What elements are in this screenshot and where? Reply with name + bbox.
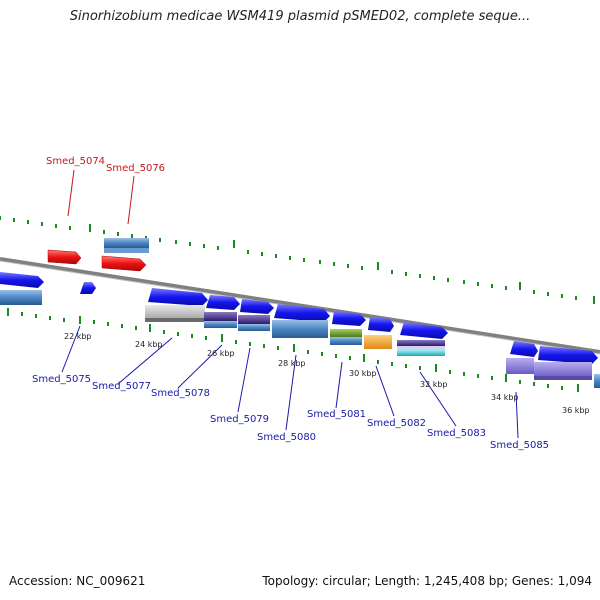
track-navy-1 — [204, 312, 237, 321]
scale-label: 24 kbp — [135, 340, 163, 349]
gene-left-steel[interactable] — [0, 290, 42, 305]
gene-smed-5075[interactable] — [80, 282, 96, 294]
lower-tick-row — [7, 308, 579, 392]
gene-label-blue[interactable]: Smed_5082 — [367, 418, 426, 429]
gene-label-blue[interactable]: Smed_5085 — [490, 440, 549, 451]
track-navy-2 — [238, 315, 270, 324]
genome-backbone — [0, 257, 600, 354]
scale-label: 32 kbp — [420, 380, 448, 389]
topology-summary: Topology: circular; Length: 1,245,408 bp… — [262, 574, 592, 588]
track-violet-1 — [506, 358, 534, 374]
gene-smed-5080[interactable] — [274, 304, 330, 322]
gene-smed-5081[interactable] — [332, 311, 366, 326]
track-steel-2 — [594, 374, 600, 388]
track-violet-2 — [534, 362, 592, 378]
gene-label-blue[interactable]: Smed_5077 — [92, 381, 151, 392]
gene-smed-5074[interactable] — [47, 249, 82, 265]
scale-label: 34 kbp — [491, 393, 519, 402]
gene-smed-5085-b[interactable] — [538, 346, 598, 364]
scale-label: 36 kbp — [562, 406, 590, 415]
scale-label: 30 kbp — [349, 369, 377, 378]
gene-label-blue[interactable]: Smed_5078 — [151, 388, 210, 399]
gene-smed-5083[interactable] — [400, 322, 448, 339]
gene-label-blue[interactable]: Smed_5083 — [427, 428, 486, 439]
gene-label-blue[interactable]: Smed_5080 — [257, 432, 316, 443]
scale-label: 28 kbp — [278, 359, 306, 368]
track-orange — [364, 335, 392, 349]
gene-left-arrow[interactable] — [0, 272, 44, 288]
gene-label-blue[interactable]: Smed_5075 — [32, 374, 91, 385]
accession-label: Accession: NC_009621 — [9, 574, 146, 588]
gene-smed-5077[interactable] — [148, 288, 208, 306]
track-gray — [145, 305, 205, 319]
gene-smed-5079[interactable] — [240, 299, 274, 314]
gene-label-red[interactable]: Smed_5074 — [46, 156, 105, 167]
page-title: Sinorhizobium medicae WSM419 plasmid pSM… — [69, 9, 531, 24]
gene-label-red[interactable]: Smed_5076 — [106, 163, 165, 174]
gene-label-blue[interactable]: Smed_5081 — [307, 409, 366, 420]
gene-smed-5076[interactable] — [101, 255, 147, 272]
gene-label-blue[interactable]: Smed_5079 — [210, 414, 269, 425]
gene-smed-5082[interactable] — [368, 317, 394, 332]
track-olive — [330, 329, 362, 337]
gene-smed-5078[interactable] — [206, 295, 240, 310]
gene-smed-5085-a[interactable] — [510, 341, 538, 357]
scale-label: 26 kbp — [207, 349, 235, 358]
red-leader-lines — [67, 169, 135, 225]
track-navy-3 — [397, 340, 445, 346]
gene-smed-5074-feature[interactable] — [104, 238, 149, 248]
scale-label: 22 kbp — [64, 332, 92, 341]
blue-leader-lines — [61, 325, 519, 439]
track-steel-1 — [272, 320, 328, 338]
